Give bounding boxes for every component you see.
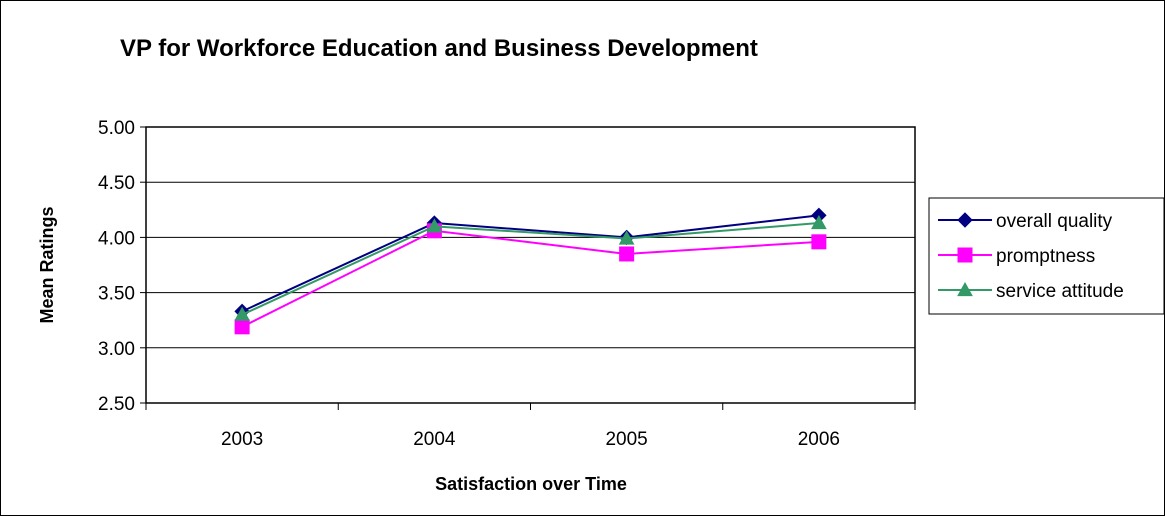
data-point [234,319,250,335]
data-point [811,234,827,250]
legend-marker [957,212,973,228]
x-axis-label: Satisfaction over Time [435,474,627,494]
data-point [618,230,635,245]
x-axis: 2003 2004 2005 2006 [145,403,916,450]
legend-item: promptness [938,246,1095,267]
series-service-attitude [234,215,827,321]
y-tick-label: 2.50 [98,394,135,415]
x-tick-label: 2005 [605,429,647,450]
data-point [234,306,250,321]
y-axis: 5.00 4.50 4.00 3.50 3.00 2.50 [98,118,146,415]
data-point [619,246,635,262]
y-tick-label: 5.00 [98,118,135,139]
y-tick-label: 3.00 [98,339,135,360]
chart-title: VP for Workforce Education and Business … [120,35,758,62]
y-axis-label: Mean Ratings [37,206,57,323]
x-tick-label: 2003 [221,429,263,450]
legend-item: service attitude [938,281,1124,302]
data-point [426,218,443,233]
series-group [234,207,827,335]
legend-marker [957,281,973,297]
series-line [241,214,819,313]
series-promptness [234,223,827,335]
legend: overall quality promptness service attitud… [928,197,1165,315]
legend-label: service attitude [996,281,1124,302]
legend-label: overall quality [996,211,1113,232]
data-point [811,215,827,230]
grid-lines [146,181,915,349]
legend-item: overall quality [938,211,1113,232]
y-tick-label: 3.50 [98,284,135,305]
legend-label: promptness [996,246,1095,267]
legend-entries: overall quality promptness service attitud… [938,211,1124,302]
x-tick-label: 2004 [413,429,456,450]
legend-marker [957,247,973,263]
x-tick-label: 2006 [798,429,840,450]
series-line [241,229,819,328]
y-tick-label: 4.00 [98,228,135,249]
series-line [241,222,819,316]
y-tick-label: 4.50 [98,173,135,194]
plot-area: 5.004.504.003.503.002.50 2003 2004 2005 200… [98,118,916,450]
